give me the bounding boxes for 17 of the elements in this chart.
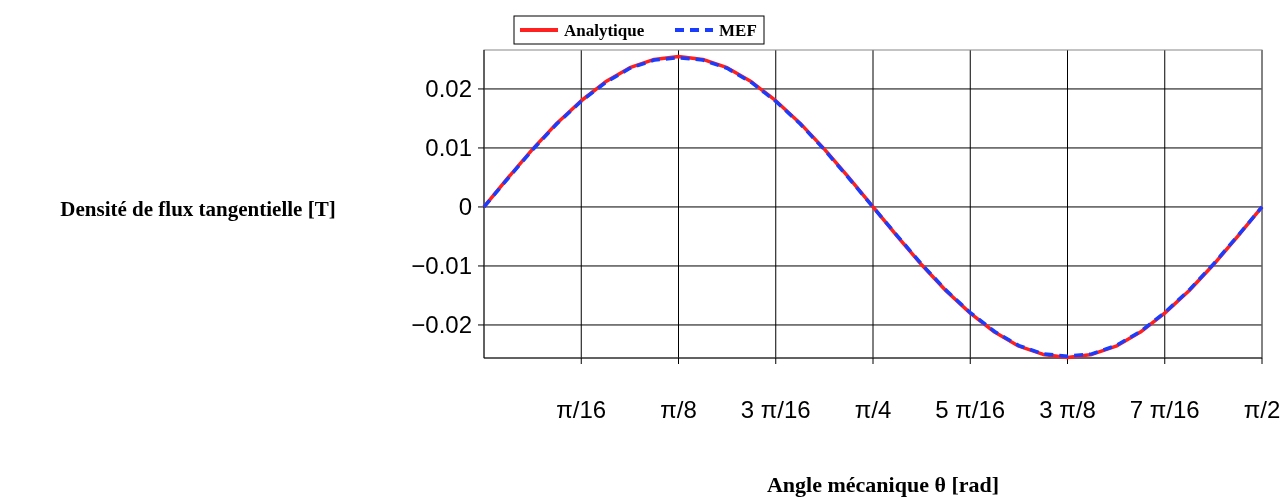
y-tick-label: −0.01: [411, 252, 472, 280]
y-axis-title: Densité de flux tangentielle [T]: [60, 197, 336, 221]
legend-label: Analytique: [564, 21, 645, 40]
x-tick-label: π/16: [556, 396, 607, 423]
x-tick-label: 5 π/16: [935, 396, 1006, 423]
x-tick-label: π/2: [1243, 396, 1281, 423]
x-tick-label: 7 π/16: [1129, 396, 1200, 423]
x-tick-label: π/8: [660, 396, 697, 423]
x-tick-label: π/4: [854, 396, 892, 423]
legend-label: MEF: [719, 21, 757, 40]
y-tick-label: 0: [458, 193, 472, 221]
x-axis-title: Angle mécanique θ [rad]: [766, 472, 1000, 497]
y-tick-label: 0.01: [425, 134, 472, 162]
y-tick-label: 0.02: [425, 75, 472, 103]
x-tick-label: 3 π/8: [1039, 396, 1096, 423]
y-tick-label: −0.02: [411, 311, 472, 339]
x-tick-label: 3 π/16: [740, 396, 811, 423]
